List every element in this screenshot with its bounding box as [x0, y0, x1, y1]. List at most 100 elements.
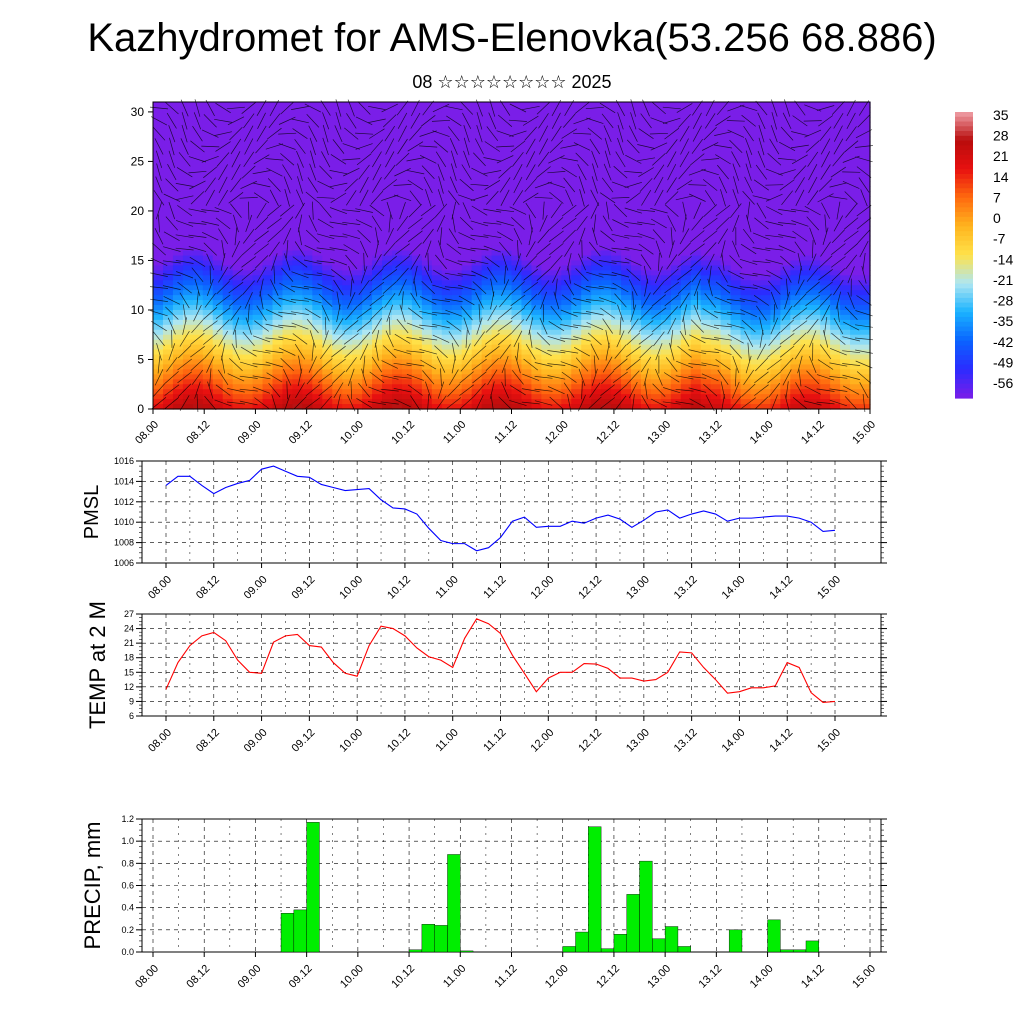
section-cell — [591, 349, 602, 356]
section-cell — [670, 319, 682, 326]
section-cell — [611, 349, 622, 356]
section-cell — [382, 250, 393, 257]
section-cell — [481, 379, 493, 385]
section-cell — [611, 220, 622, 227]
section-cell — [820, 171, 831, 177]
section-cell — [571, 275, 582, 281]
wind-barb — [230, 138, 242, 155]
section-cell — [501, 201, 513, 207]
section-cell — [242, 384, 254, 390]
section-cell — [202, 205, 214, 212]
section-cell — [471, 156, 483, 163]
section-cell — [192, 196, 204, 202]
section-cell — [521, 270, 533, 276]
section-cell — [372, 324, 383, 331]
section-cell — [591, 334, 602, 341]
section-cell — [272, 334, 284, 341]
wind-barb — [329, 170, 348, 175]
section-cell — [262, 339, 274, 346]
section-cell — [660, 280, 672, 286]
section-cell — [153, 389, 164, 395]
wind-barb — [350, 278, 353, 297]
wind-barb — [334, 125, 343, 143]
section-cell — [780, 146, 791, 153]
section-cell — [840, 354, 851, 361]
section-cell — [162, 399, 174, 405]
section-cell — [222, 349, 234, 356]
section-cell — [192, 389, 204, 395]
section-cell — [850, 161, 861, 167]
section-cell — [850, 290, 861, 296]
section-cell — [660, 111, 672, 118]
section-cell — [262, 136, 274, 143]
section-cell — [232, 354, 244, 361]
section-cell — [840, 295, 851, 301]
section-cell — [491, 364, 503, 370]
section-cell — [172, 374, 184, 380]
section-cell — [332, 230, 343, 237]
section-cell — [621, 359, 632, 366]
section-cell — [860, 275, 871, 281]
section-cell — [720, 220, 732, 227]
section-cell — [441, 349, 453, 356]
section-cell — [720, 215, 732, 222]
section-cell — [690, 126, 702, 133]
section-cell — [740, 290, 752, 296]
section-cell — [182, 389, 194, 395]
section-cell — [372, 131, 383, 138]
section-cell — [670, 176, 682, 182]
section-cell — [640, 225, 652, 232]
section-cell — [511, 161, 523, 167]
wind-barb — [201, 221, 220, 226]
section-cell — [272, 126, 284, 133]
wind-barb — [342, 158, 361, 161]
section-cell — [660, 364, 672, 370]
section-cell — [501, 205, 513, 212]
section-cell — [700, 364, 712, 370]
section-cell — [471, 181, 483, 187]
section-cell — [650, 295, 662, 301]
section-cell — [621, 146, 632, 153]
section-cell — [810, 186, 821, 192]
section-cell — [431, 230, 443, 237]
section-cell — [352, 314, 363, 321]
section-cell — [332, 121, 343, 128]
section-cell — [392, 389, 403, 395]
section-cell — [461, 309, 473, 316]
section-cell — [820, 295, 831, 301]
section-cell — [421, 166, 433, 172]
section-cell — [840, 265, 851, 271]
section-cell — [511, 339, 523, 346]
section-cell — [601, 394, 612, 400]
section-cell — [372, 374, 383, 380]
section-cell — [401, 196, 413, 202]
section-cell — [312, 334, 323, 341]
section-cell — [631, 295, 642, 301]
section-cell — [451, 255, 463, 262]
section-cell — [760, 250, 772, 257]
section-cell — [182, 215, 194, 222]
section-cell — [212, 136, 224, 143]
section-cell — [322, 102, 333, 108]
section-cell — [372, 260, 383, 266]
section-cell — [401, 270, 413, 276]
section-cell — [292, 126, 303, 133]
section-cell — [242, 181, 254, 187]
section-cell — [650, 344, 662, 351]
section-cell — [172, 384, 184, 390]
section-cell — [571, 245, 582, 252]
section-cell — [352, 384, 363, 390]
section-cell — [312, 329, 323, 336]
section-cell — [342, 280, 353, 286]
section-cell — [172, 275, 184, 281]
wind-barb — [410, 99, 420, 117]
section-cell — [571, 225, 582, 232]
section-cell — [700, 329, 712, 336]
section-cell — [770, 359, 781, 366]
section-cell — [800, 176, 811, 182]
section-cell — [800, 379, 811, 385]
section-cell — [760, 324, 772, 331]
section-cell — [153, 196, 164, 202]
section-cell — [322, 265, 333, 271]
section-cell — [571, 285, 582, 291]
